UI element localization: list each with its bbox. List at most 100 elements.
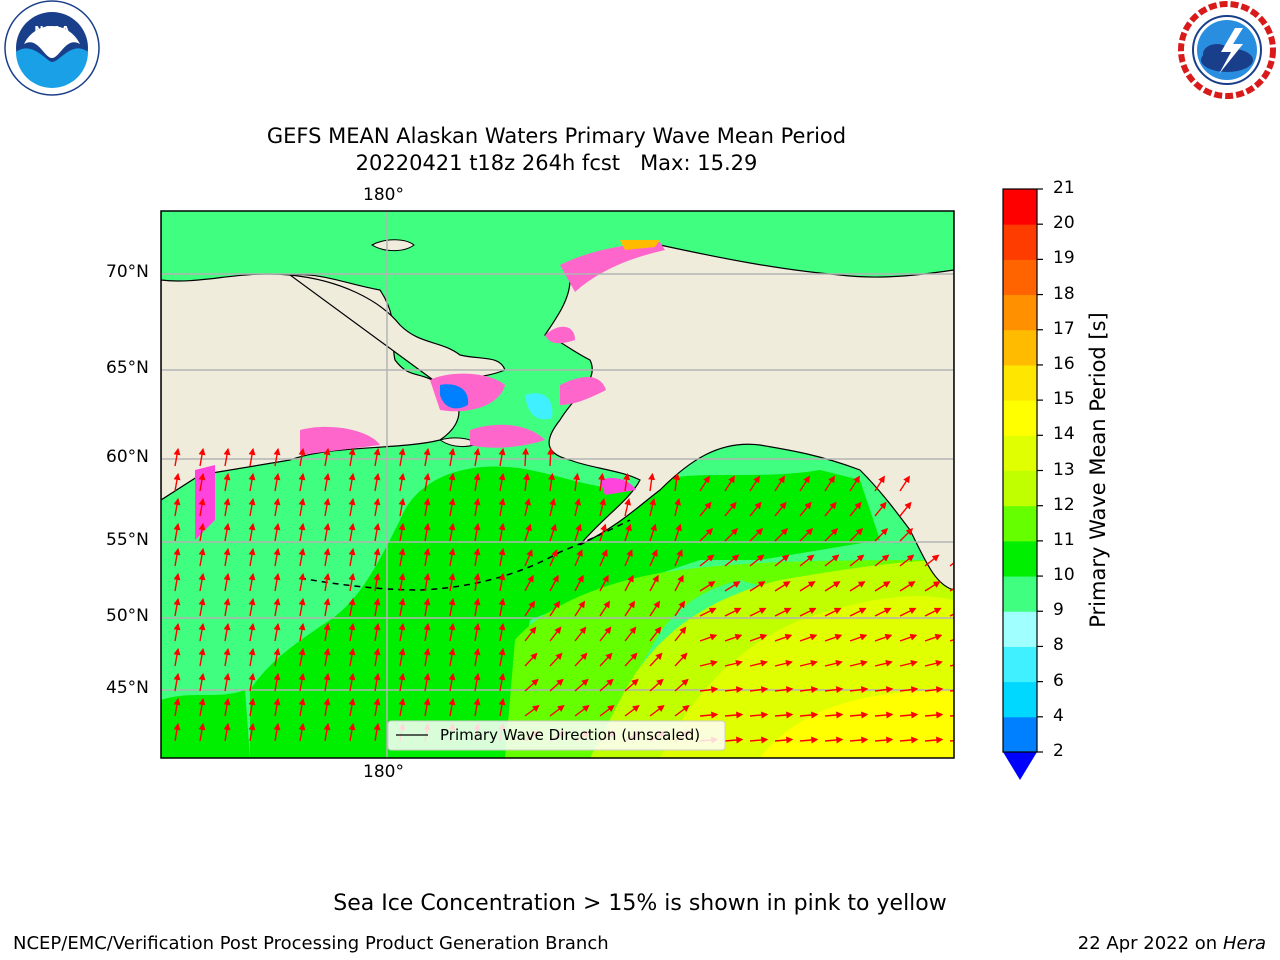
sea-ice <box>195 240 665 540</box>
wave-direction-arrow <box>824 607 842 617</box>
wave-direction-arrow <box>949 638 954 642</box>
wave-direction-arrow <box>874 528 889 542</box>
wave-direction-arrow <box>899 475 910 492</box>
wave-direction-arrow <box>273 722 281 742</box>
wave-direction-arrow <box>223 472 231 492</box>
wave-direction-arrow <box>373 697 381 717</box>
wave-direction-arrow <box>523 472 531 492</box>
wave-direction-arrow <box>223 572 231 592</box>
wave-direction-arrow <box>699 686 719 694</box>
wave-direction-arrow <box>248 722 256 742</box>
wave-direction-arrow <box>248 597 256 617</box>
wave-direction-arrow <box>649 626 662 642</box>
colorbar-tick-label: 2 <box>1053 741 1064 761</box>
wave-direction-arrow <box>774 528 789 542</box>
wave-direction-arrow <box>198 472 206 492</box>
wave-direction-arrow <box>674 600 686 617</box>
wave-direction-arrow <box>574 678 589 692</box>
wave-direction-arrow <box>598 472 606 492</box>
wave-direction-arrow <box>724 528 739 542</box>
ocean-period-11-12 <box>505 560 954 758</box>
wave-direction-arrow <box>799 633 818 642</box>
wave-direction-arrow <box>924 686 944 694</box>
wave-direction-arrow <box>874 554 890 567</box>
wave-direction-arrow <box>899 581 916 592</box>
wave-direction-arrow <box>774 581 791 592</box>
wave-direction-arrow <box>849 736 869 744</box>
wave-direction-arrow <box>624 498 632 517</box>
wave-direction-arrow <box>573 472 581 492</box>
wave-direction-arrow <box>398 622 406 642</box>
wave-direction-arrow <box>724 686 744 694</box>
map-frame <box>160 210 955 759</box>
wave-direction-arrow <box>648 472 656 492</box>
wave-direction-arrow <box>248 497 256 517</box>
wave-direction-arrow <box>549 626 562 642</box>
colorbar-tick-label: 13 <box>1053 459 1075 480</box>
wave-direction-arrow <box>599 678 614 692</box>
wave-direction-arrow <box>223 597 231 617</box>
colorbar-band <box>1003 540 1037 577</box>
wave-direction-arrow <box>273 597 281 617</box>
wave-direction-arrow <box>749 686 769 694</box>
wave-direction-arrow <box>824 711 844 719</box>
wave-direction-arrow <box>874 475 885 492</box>
wave-direction-arrow <box>198 672 206 692</box>
wave-direction-arrow <box>924 581 941 592</box>
wave-direction-arrow <box>649 600 661 617</box>
wave-direction-arrow <box>273 697 281 717</box>
wave-direction-arrow <box>173 722 181 742</box>
wave-direction-arrow <box>849 581 866 592</box>
colorbar-tick-label: 21 <box>1053 178 1075 198</box>
wave-direction-arrow <box>574 704 590 717</box>
wave-direction-arrow <box>323 497 331 517</box>
legend-label: Primary Wave Direction (unscaled) <box>440 726 701 744</box>
wave-direction-arrow <box>348 647 356 667</box>
colorbar-tick-label: 8 <box>1053 635 1064 656</box>
wave-direction-arrow <box>574 549 583 567</box>
wave-direction-arrow <box>774 475 785 492</box>
wave-direction-arrow <box>423 597 431 617</box>
colorbar-tick-label: 11 <box>1053 529 1075 550</box>
wave-direction-arrow <box>699 528 714 542</box>
wave-direction-arrow <box>423 522 431 542</box>
wave-direction-arrow <box>599 704 615 717</box>
footer-right: 22 Apr 2022 on Hera <box>1078 933 1266 954</box>
land-alaska <box>544 211 954 591</box>
colorbar-band <box>1003 400 1037 436</box>
wave-direction-arrow <box>774 501 787 517</box>
wave-direction-arrow <box>348 722 356 742</box>
wave-direction-arrow <box>874 686 894 694</box>
wave-direction-arrow <box>824 528 839 542</box>
wave-direction-arrow <box>373 572 381 592</box>
wave-direction-arrow <box>949 689 954 692</box>
wave-direction-arrow <box>348 672 356 692</box>
wave-direction-arrow <box>649 574 659 592</box>
wave-direction-arrow <box>724 711 744 719</box>
nws-logo <box>1178 1 1276 99</box>
colorbar-tick-label: 15 <box>1053 389 1075 410</box>
wave-direction-arrow <box>949 739 954 742</box>
wave-direction-arrow <box>674 549 683 567</box>
wave-direction-arrow <box>398 697 406 717</box>
wave-direction-arrow <box>498 647 506 667</box>
wave-direction-arrow <box>173 597 181 617</box>
wave-direction-arrow <box>448 622 456 642</box>
lat-label-70n: 70°N <box>106 262 149 282</box>
wave-direction-arrow <box>273 497 281 517</box>
wave-direction-arrow <box>498 522 506 542</box>
footer-left: NCEP/EMC/Verification Post Processing Pr… <box>13 933 609 954</box>
wave-direction-arrow <box>774 607 792 617</box>
wave-direction-arrow <box>398 572 406 592</box>
colorbar <box>1002 188 1043 780</box>
wave-direction-arrow <box>549 498 557 517</box>
wave-direction-arrow <box>398 447 406 467</box>
wave-direction-arrow <box>749 607 767 617</box>
wave-direction-arrow <box>473 572 481 592</box>
wave-direction-arrow <box>549 600 561 617</box>
wave-direction-arrow <box>774 659 793 667</box>
lat-label-55n: 55°N <box>106 530 149 550</box>
wave-direction-arrow <box>749 581 766 592</box>
wave-direction-arrow <box>874 711 894 719</box>
